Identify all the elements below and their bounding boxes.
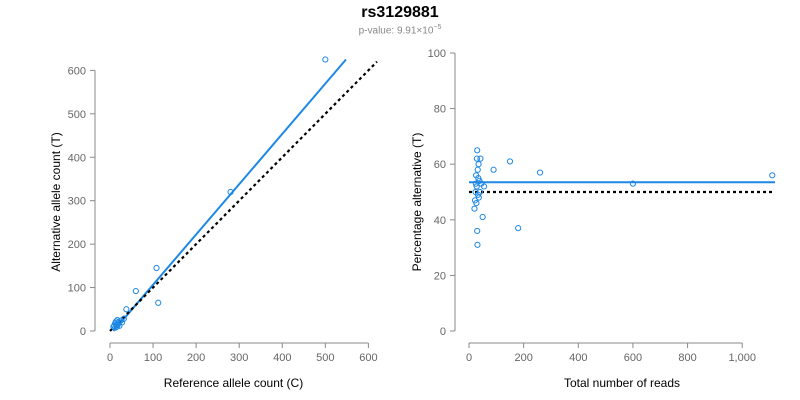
fit-line: [112, 58, 347, 332]
data-point: [506, 158, 514, 165]
x-tick-label: 600: [624, 352, 642, 364]
data-point: [479, 213, 486, 221]
data-point: [473, 183, 480, 190]
data-point: [132, 287, 139, 295]
data-point: [515, 225, 522, 232]
y-axis-title: Percentage alternative (T): [410, 133, 424, 272]
data-point: [476, 188, 484, 196]
data-point: [123, 306, 130, 313]
data-point: [120, 315, 127, 322]
data-point: [155, 299, 162, 306]
figure-title: rs3129881: [361, 4, 439, 21]
y-tick-label: 200: [68, 239, 86, 251]
x-tick-label: 500: [316, 352, 334, 364]
p-value-text: p-value: 9.91×10: [358, 25, 434, 37]
y-tick-label: 40: [434, 215, 446, 227]
expected-line: [109, 60, 378, 332]
y-tick-label: 0: [440, 326, 446, 338]
x-tick-label: 400: [569, 352, 587, 364]
data-point: [117, 317, 124, 324]
x-tick-label: 800: [678, 352, 696, 364]
y-tick-label: 20: [434, 270, 446, 282]
data-point: [153, 264, 160, 272]
y-tick-label: 80: [434, 104, 446, 116]
y-tick-label: 100: [428, 48, 446, 60]
x-tick-label: 1,000: [728, 352, 756, 364]
data-point: [475, 175, 482, 182]
x-tick-label: 600: [359, 352, 377, 364]
x-axis-title: Reference allele count (C): [164, 376, 303, 390]
x-tick-label: 200: [514, 352, 532, 364]
y-tick-label: 60: [434, 159, 446, 171]
data-point: [322, 56, 329, 63]
percentage-panel: 0 200 400 600 800 1,000 0 20 40 60 80 100 Total numb…: [410, 48, 776, 390]
data-point: [490, 166, 497, 173]
data-point: [473, 200, 480, 207]
y-tick-label: 600: [68, 65, 86, 77]
y-tick-label: 400: [68, 152, 86, 164]
data-point: [769, 172, 776, 179]
data-point: [629, 180, 637, 187]
x-tick-label: 0: [466, 352, 472, 364]
data-point: [536, 169, 544, 176]
y-tick-label: 0: [80, 326, 86, 338]
data-point: [475, 194, 482, 201]
data-point: [473, 155, 481, 162]
data-point: [474, 147, 481, 154]
x-tick-label: 0: [107, 352, 113, 364]
x-tick-label: 200: [187, 352, 205, 364]
data-point: [475, 161, 482, 168]
y-tick-label: 500: [68, 109, 86, 121]
data-point: [477, 155, 484, 162]
y-tick-label: 300: [68, 196, 86, 208]
data-point: [471, 205, 478, 212]
y-axis-title: Alternative allele count (T): [49, 132, 63, 271]
x-tick-label: 400: [273, 352, 291, 364]
p-value-exponent: −5: [433, 24, 442, 31]
x-tick-label: 100: [144, 352, 162, 364]
data-point: [474, 227, 481, 235]
figure-subtitle: p-value: 9.91×10−5: [0, 24, 800, 36]
x-tick-label: 300: [230, 352, 248, 364]
data-point: [118, 319, 126, 326]
data-point: [474, 166, 481, 173]
x-axis-title: Total number of reads: [564, 376, 680, 390]
allele-count-panel: 0 100 200 300 400 500 600 0 100 200 300 400 500 600 Re…: [49, 56, 378, 390]
y-tick-label: 100: [68, 283, 86, 295]
data-point: [474, 241, 481, 248]
data-point: [480, 183, 488, 190]
data-point: [227, 188, 234, 196]
